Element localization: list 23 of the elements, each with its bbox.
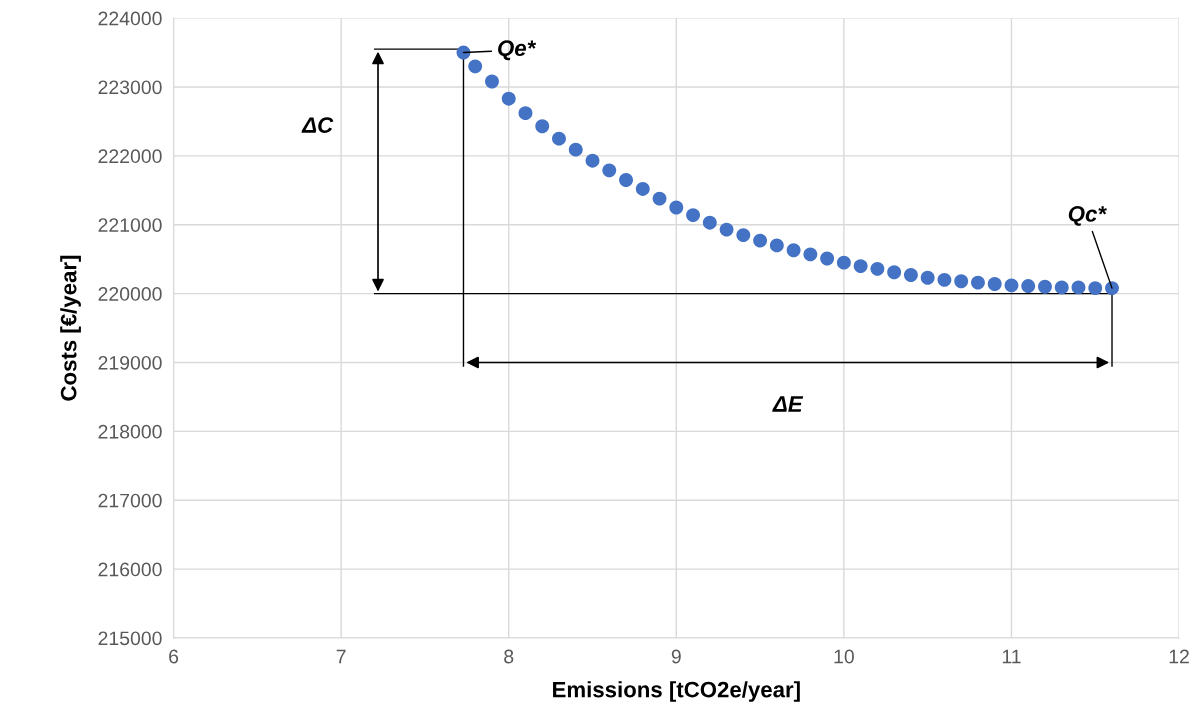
y-tick-label: 220000 bbox=[98, 287, 162, 301]
y-tick-label: 217000 bbox=[98, 493, 162, 508]
y-tick-label: 224000 bbox=[98, 11, 162, 26]
y-tick-label: 219000 bbox=[98, 355, 162, 370]
annotation: Qe* bbox=[498, 40, 537, 61]
x-tick-label: 8 bbox=[504, 649, 514, 664]
y-tick-label: 216000 bbox=[98, 562, 162, 577]
y-tick-label: 222000 bbox=[98, 149, 162, 164]
y-axis-title: Costs [€/year] bbox=[60, 255, 81, 401]
x-axis-title: Emissions [tCO2e/year] bbox=[553, 681, 800, 702]
y-tick-label: 223000 bbox=[98, 80, 162, 95]
x-tick-label: 9 bbox=[671, 649, 681, 664]
annotation: Qc* bbox=[1068, 206, 1107, 226]
annotation: ΔE bbox=[772, 396, 804, 412]
y-tick-label: 218000 bbox=[98, 424, 162, 439]
y-tick-label: 215000 bbox=[98, 631, 162, 646]
x-tick-label: 7 bbox=[336, 649, 346, 664]
y-tick-label: 221000 bbox=[98, 218, 162, 232]
x-tick-label: 10 bbox=[834, 649, 854, 664]
x-tick-label: 11 bbox=[1002, 649, 1021, 664]
x-tick-label: 6 bbox=[169, 649, 179, 664]
x-tick-label: 12 bbox=[1169, 649, 1189, 664]
annotation: ΔC bbox=[301, 117, 334, 133]
